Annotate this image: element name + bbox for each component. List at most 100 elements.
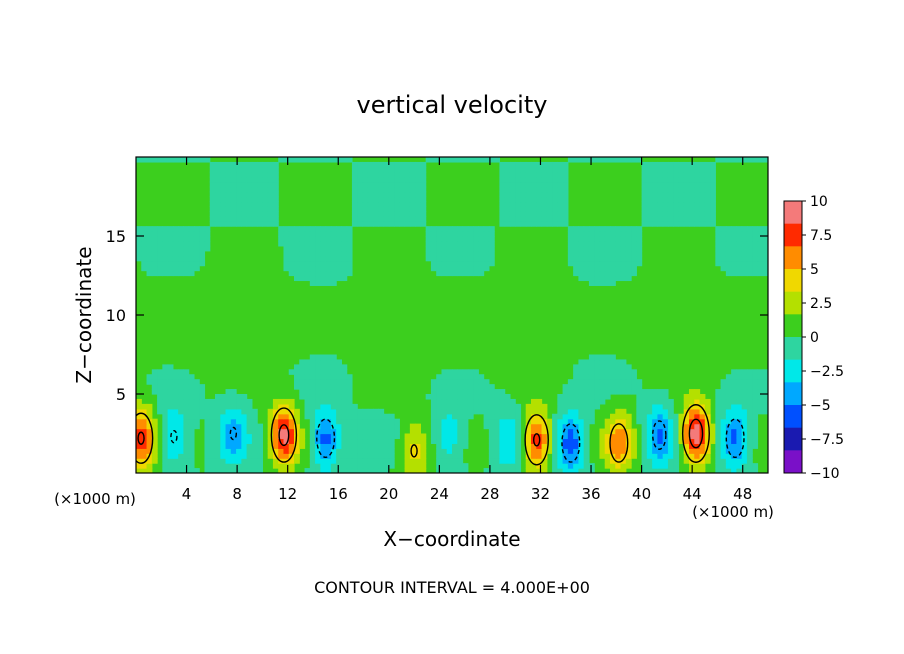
field-cell [215, 443, 221, 449]
field-cell [720, 265, 727, 272]
field-cell [488, 245, 495, 252]
field-cell [652, 181, 658, 188]
field-cell [415, 191, 421, 198]
field-cell [351, 196, 358, 203]
field-cell [467, 260, 474, 267]
field-cell [373, 418, 379, 425]
field-cell [657, 403, 664, 410]
field-cell [178, 438, 184, 444]
field-cell [720, 413, 727, 420]
field-cell [741, 438, 748, 444]
field-cell [710, 196, 716, 203]
field-cell [673, 433, 680, 440]
field-cell [488, 157, 495, 163]
colorbar-swatch [784, 223, 802, 247]
field-cell [620, 157, 627, 163]
field-cell [341, 458, 348, 464]
field-cell [178, 226, 184, 232]
field-cell [488, 255, 495, 262]
field-cell [330, 275, 337, 282]
field-cell [209, 453, 216, 459]
field-cell [336, 359, 342, 365]
field-cell [325, 354, 332, 361]
field-cell [357, 181, 364, 188]
field-cell [351, 413, 358, 420]
field-cell [499, 176, 506, 183]
field-cell [625, 428, 632, 435]
field-cell [294, 255, 300, 262]
field-cell [162, 231, 169, 237]
field-cell [404, 438, 411, 444]
field-cell [209, 186, 216, 193]
field-cell [746, 240, 753, 247]
field-cell [199, 245, 206, 252]
field-cell [383, 171, 390, 178]
field-cell [657, 191, 664, 198]
field-cell [725, 463, 732, 469]
field-cell [441, 270, 448, 277]
field-cell [546, 206, 553, 212]
field-cell [320, 423, 327, 430]
field-cell [409, 423, 416, 430]
field-cell [436, 389, 443, 395]
field-cell [346, 260, 353, 267]
field-cell [315, 418, 321, 425]
field-cell [246, 428, 253, 435]
field-cell [509, 221, 516, 227]
field-cell [246, 463, 253, 469]
field-cell [525, 216, 532, 222]
field-cell [541, 221, 548, 227]
field-cell [573, 438, 579, 444]
field-cell [362, 181, 369, 188]
field-cell [541, 211, 548, 217]
field-cell [588, 245, 595, 252]
field-cell [436, 448, 443, 454]
field-cell [346, 468, 353, 473]
field-cell [509, 428, 516, 435]
field-cell [288, 255, 295, 262]
field-cell [383, 221, 390, 227]
field-cell [610, 359, 616, 365]
field-cell [694, 176, 701, 183]
field-cell [204, 463, 211, 469]
field-cell [657, 433, 664, 440]
field-cell [272, 161, 279, 168]
field-cell [678, 211, 685, 217]
field-cell [689, 443, 695, 449]
field-cell [720, 463, 727, 469]
field-cell [304, 255, 311, 262]
field-cell [741, 374, 748, 380]
field-cell [667, 216, 674, 222]
field-cell [531, 181, 537, 188]
field-cell [541, 453, 548, 459]
field-cell [552, 216, 558, 222]
field-cell [615, 374, 622, 380]
field-cell [583, 423, 590, 430]
field-cell [610, 423, 616, 430]
field-cell [251, 216, 258, 222]
field-cell [699, 458, 706, 464]
field-cell [762, 250, 768, 257]
field-cell [462, 394, 469, 400]
field-cell [420, 448, 427, 454]
field-cell [452, 260, 458, 267]
field-cell [325, 384, 332, 390]
field-cell [562, 389, 569, 395]
field-cell [446, 265, 453, 272]
field-cell [725, 403, 732, 410]
field-cell [588, 403, 595, 410]
field-cell [736, 379, 743, 385]
field-cell [257, 176, 263, 183]
field-cell [488, 398, 495, 405]
field-cell [604, 359, 611, 365]
field-cell [646, 191, 653, 198]
field-cell [436, 413, 443, 420]
field-cell [257, 181, 263, 188]
field-cell [546, 166, 553, 173]
field-cell [694, 166, 701, 173]
field-cell [162, 458, 169, 464]
field-cell [225, 206, 232, 212]
field-cell [725, 379, 732, 385]
field-cell [304, 275, 311, 282]
field-cell [620, 408, 627, 415]
